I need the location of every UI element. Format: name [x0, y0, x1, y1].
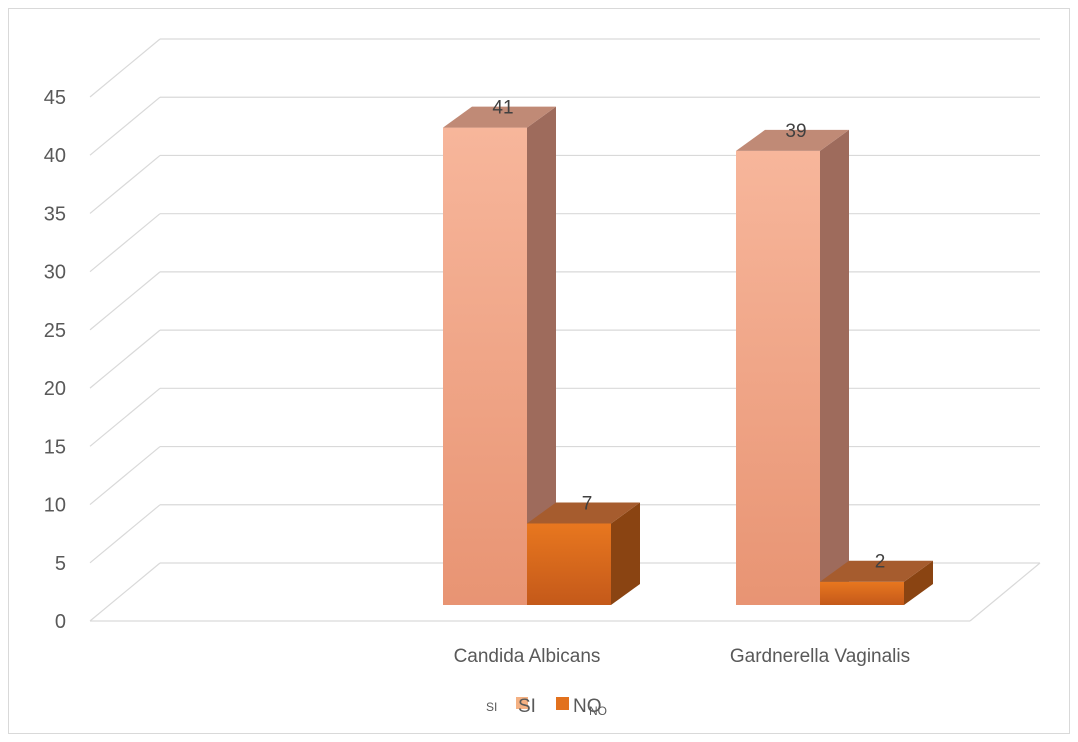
data-label: 41	[492, 98, 513, 119]
bar-side-no	[904, 560, 933, 605]
y-tick-label: 5	[55, 553, 66, 575]
gridline-side	[89, 446, 161, 506]
gridline-side	[89, 96, 161, 156]
y-tick-label: 10	[44, 495, 66, 517]
category-labels: Candida Albicans Gardnerella Vaginalis	[454, 646, 911, 667]
bar-side-no	[611, 502, 640, 605]
gridline-side	[89, 504, 161, 564]
category-label: Gardnerella Vaginalis	[730, 646, 910, 667]
legend-overlay-no: NO	[589, 704, 607, 718]
bar-top-no	[820, 560, 933, 582]
y-tick-label: 15	[44, 436, 66, 458]
y-tick-label: 20	[44, 378, 66, 400]
bar-top-si	[736, 129, 849, 151]
y-tick-label: 45	[44, 87, 66, 109]
gridline-side	[89, 213, 161, 273]
y-tick-label: 35	[44, 203, 66, 225]
gridline-side	[89, 271, 161, 331]
y-tick-label: 0	[55, 611, 66, 633]
legend-label-no: NO	[573, 696, 602, 717]
gridline-side	[89, 329, 161, 389]
bar-front-no	[527, 523, 611, 605]
data-label: 39	[785, 121, 806, 142]
data-label: 2	[875, 552, 886, 573]
bar-top-si	[443, 106, 556, 128]
bar-front-si	[736, 150, 820, 605]
legend-overlay-si: SI	[486, 700, 497, 714]
y-tick-label: 40	[44, 145, 66, 167]
y-tick-label: 30	[44, 262, 66, 284]
legend-label-si: SI	[518, 696, 536, 717]
bar-front-no	[820, 581, 904, 605]
legend-swatch-no	[556, 697, 569, 710]
bar-side-si	[820, 129, 849, 605]
bars	[443, 106, 933, 606]
floor-edge-right	[969, 562, 1041, 622]
y-tick-label: 25	[44, 320, 66, 342]
bar-side-si	[527, 106, 556, 606]
gridline-side	[89, 562, 161, 622]
grid-layer	[89, 38, 1041, 622]
category-label: Candida Albicans	[454, 646, 601, 667]
bar-front-si	[443, 127, 527, 606]
data-labels: 41 39 7 2	[492, 98, 885, 573]
data-label: 7	[582, 493, 593, 514]
gridline-side	[89, 38, 161, 98]
legend-swatch-si	[516, 697, 528, 709]
gridline-side	[89, 154, 161, 214]
gridline-side	[89, 387, 161, 447]
bar-top-no	[527, 502, 640, 524]
y-axis-ticks: 0 5 10 15 20 25 30 35 40 45	[44, 87, 66, 633]
